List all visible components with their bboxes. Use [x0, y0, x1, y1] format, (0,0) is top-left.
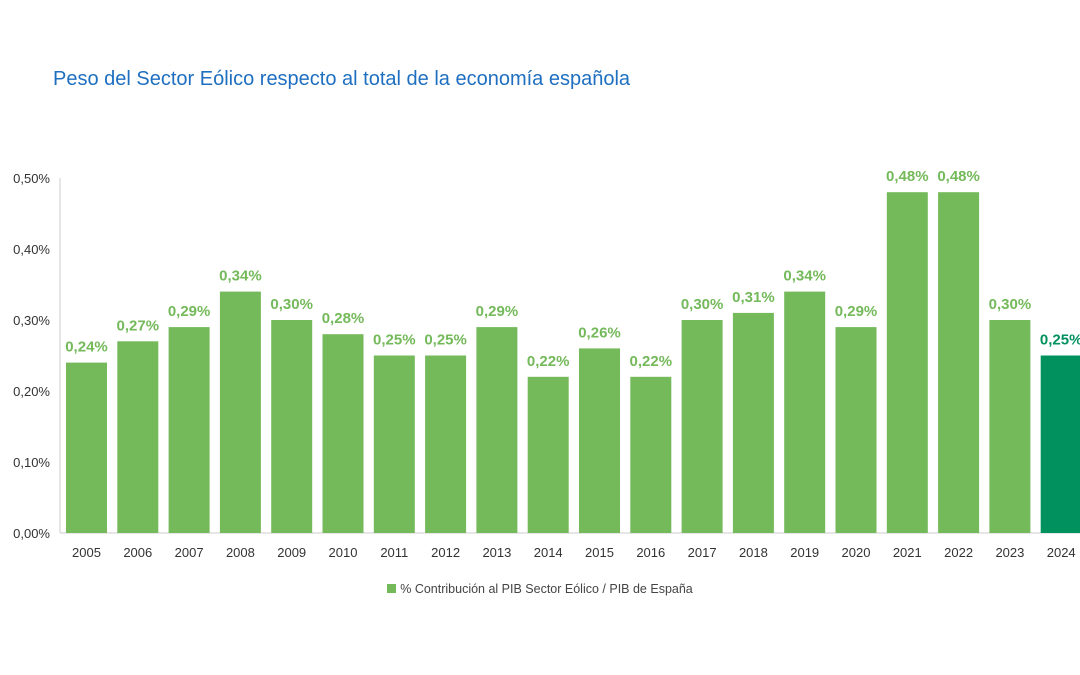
data-label-2023: 0,30%	[989, 296, 1032, 313]
data-label-2011: 0,25%	[373, 332, 416, 349]
data-label-2022: 0,48%	[937, 168, 980, 185]
data-label-2021: 0,48%	[886, 168, 929, 185]
data-label-2016: 0,22%	[630, 353, 673, 370]
legend-swatch	[387, 584, 397, 593]
data-label-2020: 0,29%	[835, 303, 878, 320]
y-tick-label: 0,40%	[13, 242, 50, 257]
data-label-2019: 0,34%	[783, 268, 826, 285]
bar-2012	[425, 355, 467, 533]
x-tick-label: 2023	[995, 545, 1024, 560]
data-label-2017: 0,30%	[681, 296, 724, 313]
data-label-2018: 0,31%	[732, 289, 775, 306]
bar-2016	[630, 376, 672, 533]
data-label-2010: 0,28%	[322, 310, 365, 327]
bar-2013	[476, 327, 518, 533]
y-tick-label: 0,20%	[13, 384, 50, 399]
bar-2022	[938, 192, 980, 533]
bar-2020	[835, 327, 877, 533]
bar-2019	[784, 291, 826, 533]
bar-2006	[117, 341, 159, 533]
y-tick-label: 0,00%	[13, 526, 50, 541]
bar-2011	[373, 355, 415, 533]
legend: % Contribución al PIB Sector Eólico / PI…	[0, 582, 1080, 596]
x-tick-label: 2010	[329, 545, 358, 560]
x-tick-label: 2009	[277, 545, 306, 560]
data-label-2007: 0,29%	[168, 303, 211, 320]
data-label-2005: 0,24%	[65, 339, 108, 356]
x-tick-label: 2016	[636, 545, 665, 560]
chart-title: Peso del Sector Eólico respecto al total…	[53, 68, 631, 90]
x-tick-label: 2013	[482, 545, 511, 560]
bar-2007	[168, 327, 210, 533]
x-tick-label: 2007	[175, 545, 204, 560]
bar-2015	[579, 348, 620, 533]
data-label-2013: 0,29%	[476, 303, 519, 320]
x-tick-label: 2024	[1047, 545, 1076, 560]
x-tick-label: 2011	[380, 545, 408, 560]
bar-2008	[219, 291, 261, 533]
data-label-2012: 0,25%	[424, 332, 467, 349]
x-tick-label: 2008	[226, 545, 255, 560]
x-tick-label: 2006	[123, 545, 152, 560]
y-tick-label: 0,50%	[13, 171, 50, 186]
bar-2010	[322, 334, 364, 533]
bar-2017	[681, 320, 723, 533]
x-tick-label: 2014	[534, 545, 563, 560]
y-tick-label: 0,10%	[13, 455, 50, 470]
legend-label: % Contribución al PIB Sector Eólico / PI…	[400, 582, 693, 596]
bar-2018	[732, 312, 774, 533]
x-tick-label: 2012	[431, 545, 460, 560]
x-tick-label: 2021	[893, 545, 922, 560]
x-tick-label: 2019	[790, 545, 819, 560]
bar-2005	[66, 362, 107, 533]
y-tick-label: 0,30%	[13, 313, 50, 328]
x-tick-label: 2005	[72, 545, 101, 560]
data-label-2006: 0,27%	[117, 317, 160, 334]
data-label-2014: 0,22%	[527, 353, 570, 370]
x-tick-label: 2020	[842, 545, 871, 560]
bar-2023	[989, 320, 1031, 533]
data-label-2009: 0,30%	[270, 296, 313, 313]
bar-2009	[271, 320, 313, 533]
x-tick-label: 2018	[739, 545, 768, 560]
bar-2021	[886, 192, 928, 533]
x-tick-label: 2015	[585, 545, 614, 560]
data-label-2015: 0,26%	[578, 324, 621, 341]
bar-2024	[1040, 355, 1080, 533]
bar-2014	[527, 376, 569, 533]
data-label-2008: 0,34%	[219, 268, 262, 285]
x-tick-label: 2022	[944, 545, 973, 560]
data-label-2024: 0,25%	[1040, 332, 1080, 349]
x-tick-label: 2017	[688, 545, 717, 560]
